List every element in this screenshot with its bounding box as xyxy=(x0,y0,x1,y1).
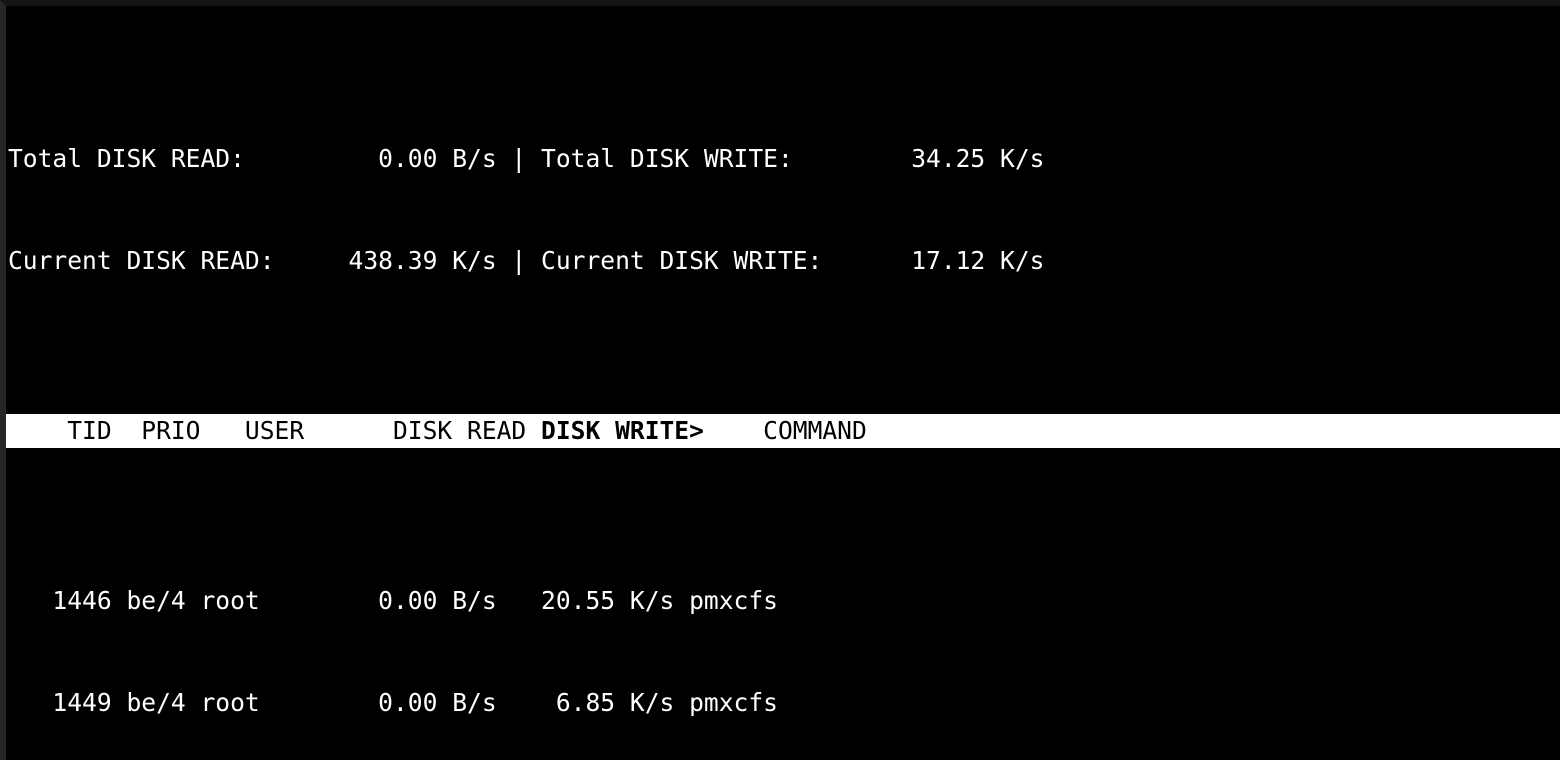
iotop-screen: Total DISK READ: 0.00 B/s | Total DISK W… xyxy=(6,6,1560,760)
column-header-row[interactable]: TID PRIO USER DISK READ DISK WRITE> COMM… xyxy=(6,414,1560,448)
column-header-command[interactable]: COMMAND xyxy=(703,416,867,445)
table-row[interactable]: 1446 be/4 root 0.00 B/s 20.55 K/s pmxcfs xyxy=(6,584,1560,618)
table-row[interactable]: 1449 be/4 root 0.00 B/s 6.85 K/s pmxcfs xyxy=(6,686,1560,720)
column-header-disk-write[interactable]: DISK WRITE> xyxy=(541,416,704,445)
summary-line-total: Total DISK READ: 0.00 B/s | Total DISK W… xyxy=(6,142,1560,176)
column-header-prefix: TID PRIO USER DISK READ xyxy=(8,416,542,445)
summary-line-current: Current DISK READ: 438.39 K/s | Current … xyxy=(6,244,1560,278)
